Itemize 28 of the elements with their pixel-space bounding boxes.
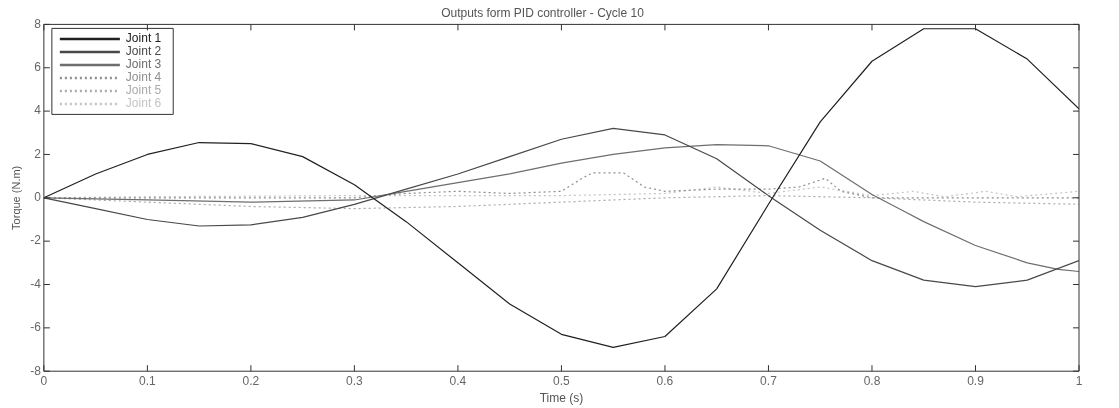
- x-tick-label: 0.4: [449, 373, 467, 388]
- x-tick-label: 0.6: [656, 373, 674, 388]
- x-tick-label: 1: [1075, 373, 1083, 388]
- y-tick-label: -4: [30, 276, 42, 291]
- x-tick-label: 0.3: [346, 373, 364, 388]
- y-tick-label: 2: [34, 146, 42, 161]
- y-tick-label: 4: [34, 103, 42, 118]
- y-tick-label: -8: [30, 363, 42, 378]
- text: Joint 6: [125, 96, 162, 111]
- y-tick-label: 6: [34, 60, 42, 75]
- text: Joint 2: [125, 44, 162, 59]
- text: Joint 5: [125, 83, 162, 98]
- y-tick-label: 0: [34, 190, 42, 205]
- text: Joint 3: [125, 57, 162, 72]
- x-tick-label: 0.1: [139, 373, 157, 388]
- y-axis-title: Torque (N.m): [9, 165, 22, 230]
- x-tick-label: 0.2: [242, 373, 260, 388]
- x-tick-label: 0.5: [553, 373, 571, 388]
- y-tick-label: 8: [34, 16, 42, 31]
- text: Joint 1: [125, 31, 162, 46]
- x-axis-title: Time (s): [539, 391, 584, 406]
- x-tick-label: 0.8: [863, 373, 881, 388]
- chart-title: Outputs form PID controller - Cycle 10: [441, 5, 645, 20]
- text: Joint 4: [125, 70, 162, 85]
- x-tick-label: 0.7: [760, 373, 778, 388]
- x-tick-label: 0.9: [967, 373, 985, 388]
- y-tick-label: -6: [30, 320, 42, 335]
- y-tick-label: -2: [30, 233, 42, 248]
